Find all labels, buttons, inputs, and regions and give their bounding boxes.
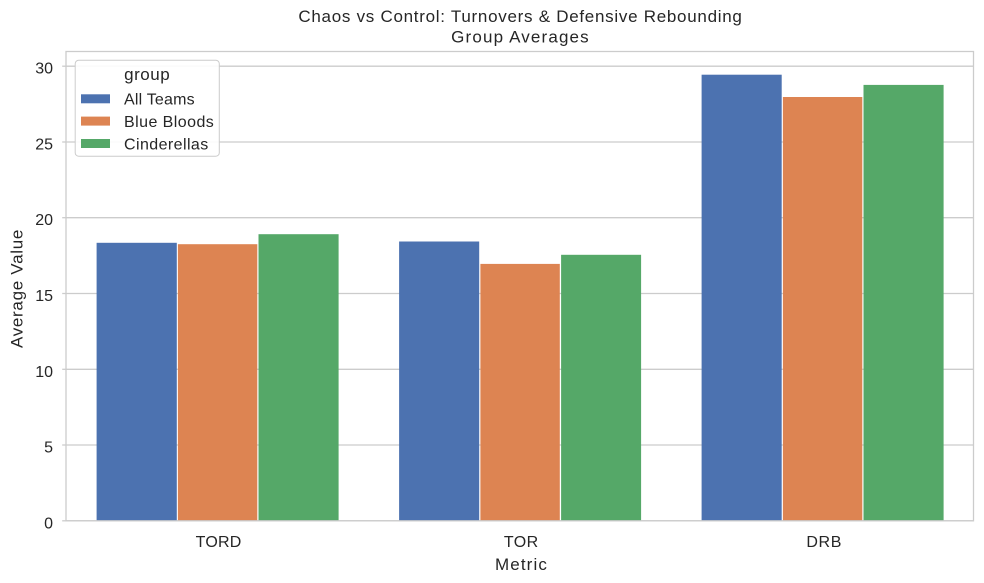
svg-text:25: 25 [35, 137, 53, 154]
svg-text:Metric: Metric [495, 555, 548, 574]
svg-text:0: 0 [44, 515, 53, 532]
svg-text:TOR: TOR [504, 534, 539, 551]
svg-text:30: 30 [35, 61, 53, 78]
svg-text:group: group [124, 65, 170, 84]
svg-text:5: 5 [44, 440, 53, 457]
svg-text:Blue Bloods: Blue Bloods [124, 114, 214, 131]
svg-text:10: 10 [35, 364, 53, 381]
svg-text:Group Averages: Group Averages [451, 28, 590, 47]
svg-text:DRB: DRB [806, 534, 842, 551]
svg-text:15: 15 [35, 288, 53, 305]
svg-text:20: 20 [35, 212, 53, 229]
svg-text:TORD: TORD [196, 534, 242, 551]
svg-text:Average Value: Average Value [8, 229, 27, 348]
svg-text:Cinderellas: Cinderellas [124, 137, 209, 154]
svg-text:Chaos vs Control: Turnovers &: Chaos vs Control: Turnovers & Defensive … [298, 7, 742, 26]
svg-text:All Teams: All Teams [124, 92, 195, 109]
